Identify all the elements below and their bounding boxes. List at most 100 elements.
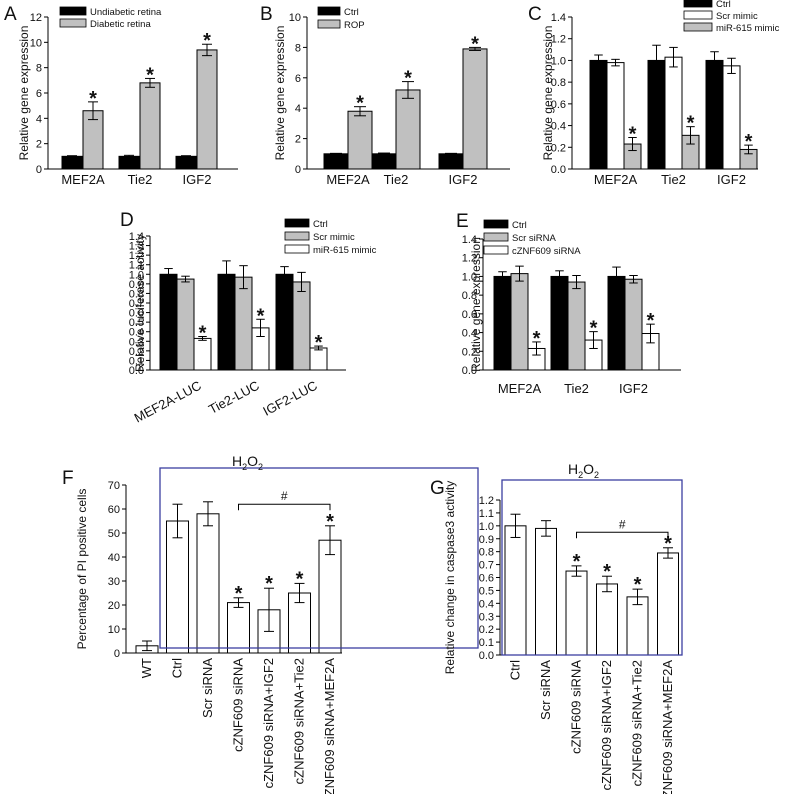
bar: [550, 275, 569, 371]
legend-swatch: [683, 0, 713, 8]
significance-star: *: [404, 68, 412, 90]
x-tick-label: cZNF609 siRNA+MEF2A: [660, 660, 675, 794]
bar: [657, 552, 679, 656]
legend-label: Scr mimic: [313, 232, 355, 243]
significance-star: *: [590, 318, 598, 340]
x-tick-label: Ctrl: [170, 658, 185, 678]
y-axis-label: Relative gene expression: [541, 26, 555, 161]
significance-star: *: [603, 561, 611, 583]
legend-label: Scr mimic: [716, 11, 758, 22]
y-tick-label: 1.4: [129, 231, 144, 243]
bar: [139, 82, 161, 170]
panel-label: D: [120, 210, 134, 231]
y-tick-label: 30: [108, 576, 120, 588]
significance-star: *: [573, 551, 581, 573]
x-tick-label: Tie2: [128, 172, 153, 187]
significance-star: *: [257, 305, 265, 327]
bar: [217, 273, 236, 371]
panel-f: 0 10 20 30 40 50 60 70 Percentage of PI positive…: [62, 453, 479, 794]
legend-swatch: [284, 218, 310, 228]
bar: [371, 153, 397, 170]
x-tick-label: MEF2A: [594, 172, 638, 187]
x-tick-label: cZNF609 siRNA+MEF2A: [322, 658, 337, 794]
treatment-group-box: [501, 479, 683, 656]
y-tick-label: 0.4: [551, 121, 566, 133]
significance-star: *: [471, 33, 479, 55]
treatment-group-box: [159, 467, 479, 649]
x-tick-label: IGF2: [717, 172, 746, 187]
treatment-label: H2O2: [568, 461, 599, 480]
panel-g: 0.00.10.20.30.40.50.60.70.80.91.01.11.2 R…: [430, 461, 683, 794]
bar: [176, 278, 195, 371]
y-tick-label: 0.4: [129, 327, 144, 339]
y-axis-label: Relative gene expression: [17, 26, 31, 161]
y-tick-label: 0.0: [551, 164, 566, 176]
x-tick-label: MEF2A: [61, 172, 105, 187]
bar: [589, 59, 608, 170]
bar: [596, 583, 618, 656]
bar: [510, 273, 529, 371]
significance-star: *: [235, 583, 243, 605]
y-tick-label: 1.2: [462, 253, 477, 265]
y-tick-label: 0.8: [462, 290, 477, 302]
legend-swatch: [59, 6, 87, 16]
y-tick-label: 60: [108, 504, 120, 516]
panel-label: F: [62, 468, 74, 489]
legend-label: cZNF609 siRNA: [512, 246, 581, 257]
y-tick-label: 0.3: [129, 336, 144, 348]
legend-label: miR-615 mimic: [313, 245, 377, 256]
significance-star: *: [356, 93, 364, 115]
bar: [166, 520, 189, 654]
legend-label: Ctrl: [512, 220, 527, 231]
bar: [607, 275, 626, 371]
significance-star: *: [265, 573, 273, 595]
legend-swatch: [483, 232, 509, 242]
bar: [535, 527, 557, 656]
y-tick-label: 6: [36, 88, 42, 100]
legend-swatch: [317, 19, 341, 29]
y-tick-label: 1.4: [551, 12, 566, 24]
panel-label: A: [4, 4, 17, 25]
bar: [292, 281, 311, 371]
y-tick-label: 0.9: [129, 279, 144, 291]
y-tick-label: 0.4: [462, 328, 477, 340]
significance-star: *: [199, 323, 207, 345]
x-tick-label: WT: [139, 658, 154, 678]
x-tick-label: MEF2A-LUC: [132, 378, 204, 426]
y-tick-label: 0.9: [479, 534, 494, 546]
y-tick-label: 2: [295, 134, 301, 146]
x-tick-label: cZNF609 siRNA+Tie2: [292, 658, 307, 784]
significance-star: *: [664, 533, 672, 555]
legend: Ctrl Scr mimic miR-615 mimic: [284, 218, 377, 256]
x-tick-label: Scr siRNA: [538, 660, 553, 720]
y-tick-label: 1.2: [479, 495, 494, 507]
x-tick-label: Ctrl: [508, 660, 523, 680]
y-tick-label: 0.2: [551, 142, 566, 154]
significance-star: *: [745, 131, 753, 153]
y-tick-label: 8: [295, 42, 301, 54]
y-tick-label: 1.0: [551, 55, 566, 67]
x-tick-label: IGF2-LUC: [260, 378, 319, 419]
y-axis-label: Relative change in caspase3 activity: [443, 481, 457, 674]
bar: [722, 65, 741, 170]
y-tick-label: 1.1: [129, 260, 144, 272]
panel-label: G: [430, 478, 445, 499]
bar: [347, 110, 373, 170]
y-tick-label: 40: [108, 552, 120, 564]
bar: [606, 62, 625, 170]
y-tick-label: 0.6: [551, 99, 566, 111]
bar: [196, 49, 218, 170]
bar: [227, 602, 250, 654]
y-tick-label: 1.2: [129, 250, 144, 262]
legend-swatch: [284, 231, 310, 241]
y-tick-label: 0.1: [479, 637, 494, 649]
significance-star: *: [687, 113, 695, 135]
y-tick-label: 0.6: [479, 573, 494, 585]
bar: [567, 281, 586, 371]
bar: [705, 59, 724, 170]
y-tick-label: 0: [295, 164, 301, 176]
bar: [323, 153, 349, 170]
y-tick-label: 0.7: [479, 560, 494, 572]
